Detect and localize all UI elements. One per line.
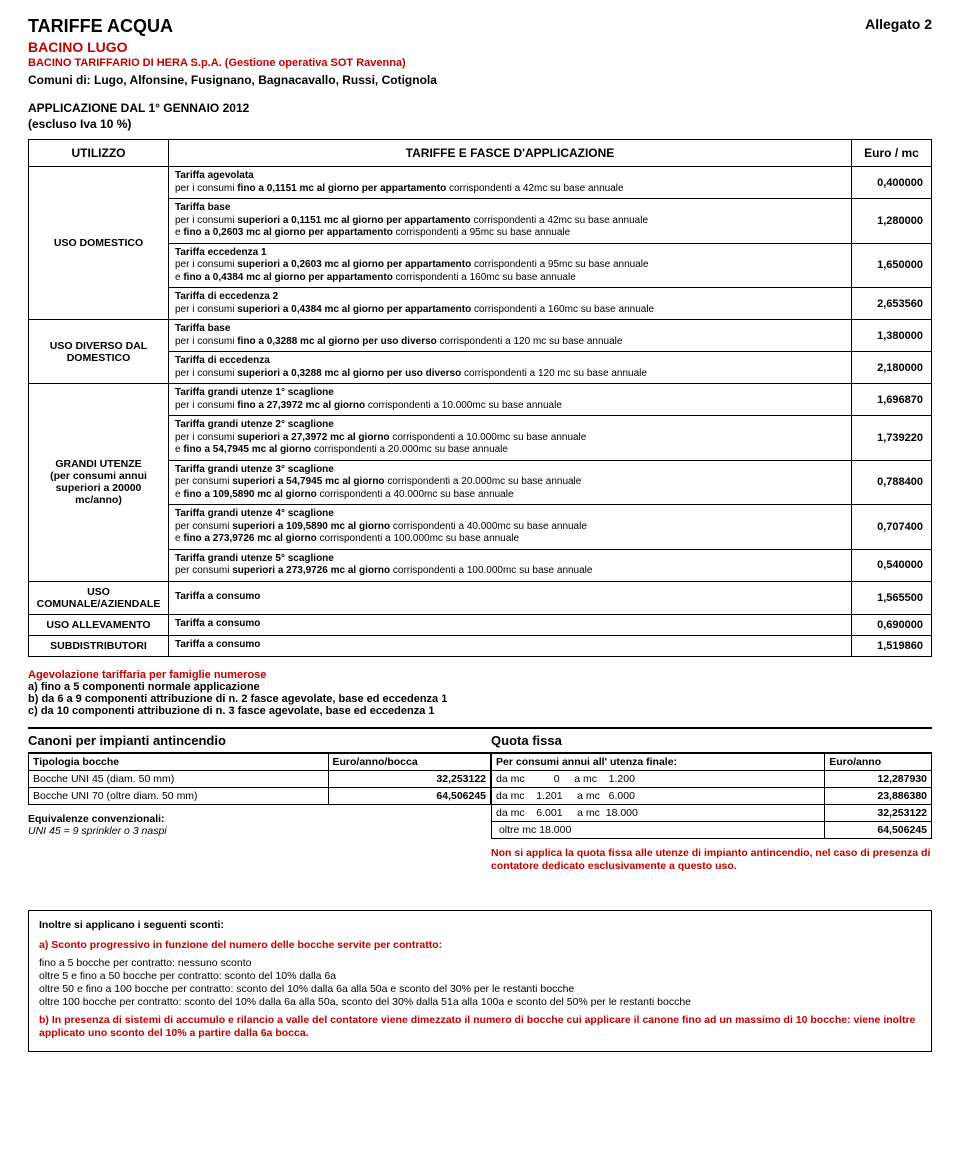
sconti-l3: oltre 100 bocche per contratto: sconto d…	[39, 996, 921, 1008]
label-comunale: USO COMUNALE/AZIENDALE	[29, 581, 169, 614]
sconti-l0: fino a 5 bocche per contratto: nessuno s…	[39, 957, 921, 969]
gu-block-2: Tariffa grandi utenze 3° scaglioneper co…	[169, 461, 851, 505]
dom-block-0: Tariffa agevolataper i consumi fino a 0,…	[169, 167, 851, 198]
dom-val-1: 1,280000	[852, 199, 932, 244]
sub-block: Tariffa a consumo	[169, 636, 851, 655]
gu-val-4: 0,540000	[852, 549, 932, 581]
quota-v3: 64,506245	[825, 821, 932, 838]
title-main: TARIFFE ACQUA	[28, 16, 932, 37]
quota-title: Quota fissa	[491, 729, 932, 753]
sconti-hd: Inoltre si applicano i seguenti sconti:	[39, 919, 921, 931]
sconti-a-lead: a) Sconto progressivo in funzione del nu…	[39, 939, 921, 951]
th-euromc: Euro / mc	[852, 140, 932, 167]
sconti-box: Inoltre si applicano i seguenti sconti: …	[28, 910, 932, 1052]
th-fasce: TARIFFE E FASCE D'APPLICAZIONE	[169, 140, 852, 167]
dom-val-0: 0,400000	[852, 167, 932, 199]
gu-block-3: Tariffa grandi utenze 4° scaglioneper co…	[169, 505, 851, 549]
agev-a: a) fino a 5 componenti normale applicazi…	[28, 681, 932, 693]
agev-header: Agevolazione tariffaria per famiglie num…	[28, 669, 932, 681]
escluso-line: (escluso Iva 10 %)	[28, 117, 932, 131]
gu-val-1: 1,739220	[852, 416, 932, 461]
header: Allegato 2 TARIFFE ACQUA BACINO LUGO BAC…	[28, 16, 932, 131]
canoni-title: Canoni per impianti antincendio	[28, 729, 491, 753]
div-block-0: Tariffa baseper i consumi fino a 0,3288 …	[169, 320, 851, 351]
applicazione-line: APPLICAZIONE DAL 1° GENNAIO 2012	[28, 101, 932, 115]
allegato-label: Allegato 2	[865, 16, 932, 32]
gu-val-3: 0,707400	[852, 505, 932, 550]
gu-block-1: Tariffa grandi utenze 2° scaglioneper i …	[169, 416, 851, 460]
gu-block-0: Tariffa grandi utenze 1° scaglioneper i …	[169, 384, 851, 415]
com-block: Tariffa a consumo	[169, 588, 851, 607]
gu-block-4: Tariffa grandi utenze 5° scaglioneper co…	[169, 550, 851, 581]
sub-val: 1,519860	[852, 635, 932, 656]
canoni-r1-v: 64,506245	[328, 787, 491, 804]
div-val-1: 2,180000	[852, 352, 932, 384]
sconti-l1: oltre 5 e fino a 50 bocche per contratto…	[39, 970, 921, 982]
label-sub: SUBDISTRIBUTORI	[29, 635, 169, 656]
quota-r1: da mc 1.201 a mc 6.000	[492, 787, 825, 804]
dom-block-1: Tariffa baseper i consumi superiori a 0,…	[169, 199, 851, 243]
quota-euroanno: Euro/anno	[825, 753, 932, 770]
equiv-txt: UNI 45 = 9 sprinkler o 3 naspi	[28, 825, 491, 837]
dom-block-3: Tariffa di eccedenza 2per i consumi supe…	[169, 288, 851, 319]
canoni-table: Tipologia bocche Euro/anno/bocca Bocche …	[28, 753, 491, 805]
quota-table: Per consumi annui all' utenza finale: Eu…	[491, 753, 932, 839]
bottom-columns: Canoni per impianti antincendio Tipologi…	[28, 727, 932, 874]
gu-val-2: 0,788400	[852, 460, 932, 505]
dom-val-2: 1,650000	[852, 243, 932, 288]
comuni-line: Comuni di: Lugo, Alfonsine, Fusignano, B…	[28, 73, 932, 87]
dom-block-2: Tariffa eccedenza 1per i consumi superio…	[169, 244, 851, 288]
quota-r2: da mc 6.001 a mc 18.000	[492, 804, 825, 821]
quota-r0: da mc 0 a mc 1.200	[492, 770, 825, 787]
agev-c: c) da 10 componenti attribuzione di n. 3…	[28, 705, 932, 717]
quota-v0: 12,287930	[825, 770, 932, 787]
title-subline: BACINO TARIFFARIO DI HERA S.p.A. (Gestio…	[28, 57, 932, 69]
allev-val: 0,690000	[852, 614, 932, 635]
gu-val-0: 1,696870	[852, 384, 932, 416]
canoni-r1-t: Bocche UNI 70 (oltre diam. 50 mm)	[29, 787, 329, 804]
row-domestico-1: USO DOMESTICO Tariffa agevolataper i con…	[29, 167, 932, 199]
canoni-r0-t: Bocche UNI 45 (diam. 50 mm)	[29, 770, 329, 787]
quota-v2: 32,253122	[825, 804, 932, 821]
agev-b: b) da 6 a 9 componenti attribuzione di n…	[28, 693, 932, 705]
tariffe-table: UTILIZZO TARIFFE E FASCE D'APPLICAZIONE …	[28, 139, 932, 657]
canoni-col-eb: Euro/anno/bocca	[328, 753, 491, 770]
sconti-l2: oltre 50 e fino a 100 bocche per contrat…	[39, 983, 921, 995]
label-grandi: GRANDI UTENZE (per consumi annui superio…	[29, 384, 169, 582]
com-val: 1,565500	[852, 581, 932, 614]
equiv-block: Equivalenze convenzionali: UNI 45 = 9 sp…	[28, 813, 491, 837]
allev-block: Tariffa a consumo	[169, 615, 851, 634]
canoni-r0-v: 32,253122	[328, 770, 491, 787]
dom-val-3: 2,653560	[852, 288, 932, 320]
quota-r3: oltre mc 18.000	[492, 821, 825, 838]
sconti-b: b) In presenza di sistemi di accumulo e …	[39, 1014, 921, 1041]
quota-note: Non si applica la quota fissa alle utenz…	[491, 847, 932, 874]
canoni-col-tip: Tipologia bocche	[29, 753, 329, 770]
div-val-0: 1,380000	[852, 320, 932, 352]
quota-v1: 23,886380	[825, 787, 932, 804]
label-allev: USO ALLEVAMENTO	[29, 614, 169, 635]
label-domestico: USO DOMESTICO	[29, 167, 169, 320]
equiv-title: Equivalenze convenzionali:	[28, 813, 491, 825]
label-diverso: USO DIVERSO DAL DOMESTICO	[29, 320, 169, 384]
title-bacino: BACINO LUGO	[28, 39, 932, 55]
div-block-1: Tariffa di eccedenzaper i consumi superi…	[169, 352, 851, 383]
quota-sub: Per consumi annui all' utenza finale:	[492, 753, 825, 770]
th-utilizzo: UTILIZZO	[29, 140, 169, 167]
